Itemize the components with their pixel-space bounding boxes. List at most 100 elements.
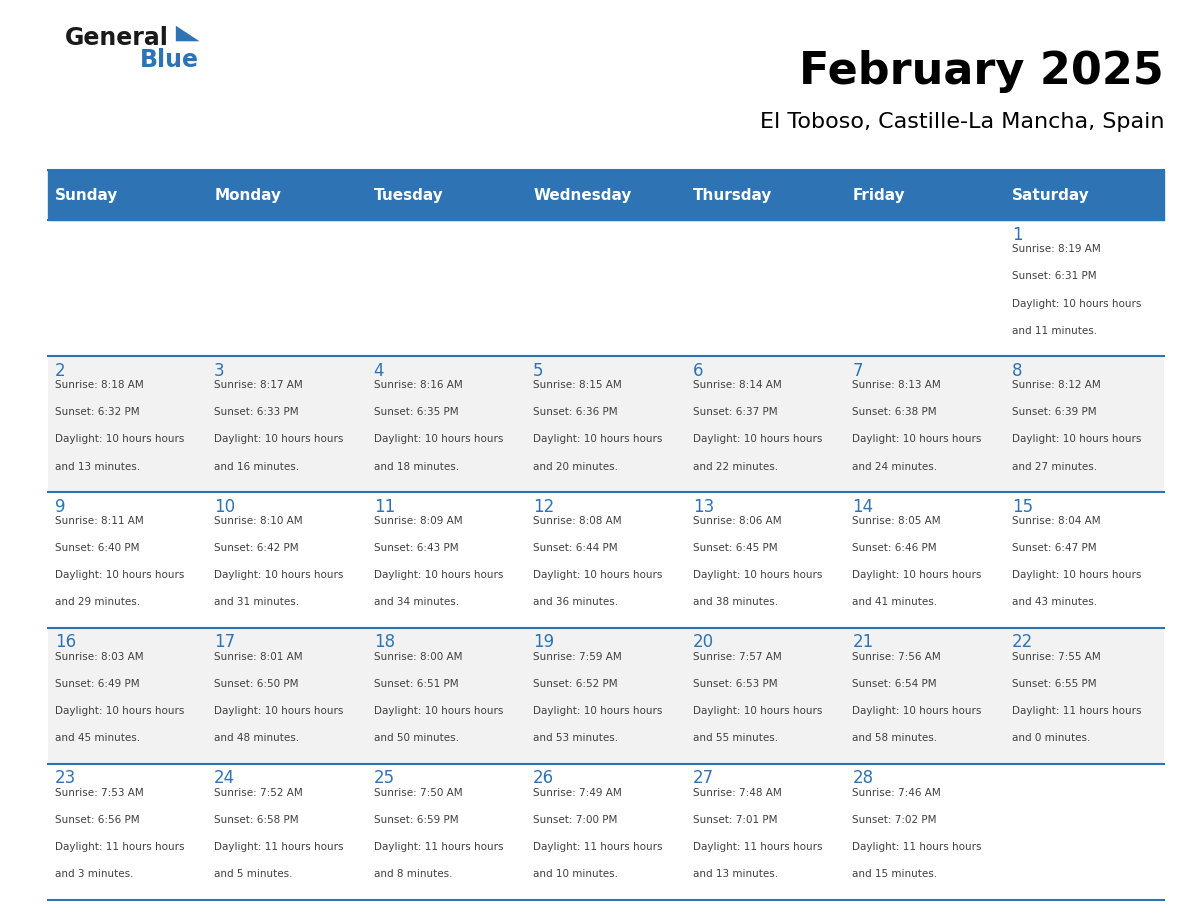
Text: and 43 minutes.: and 43 minutes. (1012, 598, 1097, 608)
Text: Sunrise: 8:16 AM: Sunrise: 8:16 AM (374, 380, 462, 390)
Text: 25: 25 (374, 769, 394, 788)
Text: Daylight: 11 hours hours: Daylight: 11 hours hours (852, 842, 981, 852)
Text: and 18 minutes.: and 18 minutes. (374, 462, 459, 472)
Text: Sunset: 6:55 PM: Sunset: 6:55 PM (1012, 679, 1097, 688)
Text: and 8 minutes.: and 8 minutes. (374, 869, 453, 879)
Text: and 3 minutes.: and 3 minutes. (55, 869, 133, 879)
Text: and 45 minutes.: and 45 minutes. (55, 733, 140, 744)
Text: and 15 minutes.: and 15 minutes. (852, 869, 937, 879)
Text: Daylight: 11 hours hours: Daylight: 11 hours hours (533, 842, 663, 852)
Text: Daylight: 10 hours hours: Daylight: 10 hours hours (374, 434, 503, 444)
Text: Thursday: Thursday (693, 187, 772, 203)
Text: Sunrise: 8:05 AM: Sunrise: 8:05 AM (852, 516, 941, 526)
Text: Sunrise: 8:12 AM: Sunrise: 8:12 AM (1012, 380, 1100, 390)
Text: Sunrise: 7:46 AM: Sunrise: 7:46 AM (852, 788, 941, 798)
Text: Daylight: 11 hours hours: Daylight: 11 hours hours (214, 842, 343, 852)
Text: 5: 5 (533, 362, 544, 380)
Text: Sunrise: 8:19 AM: Sunrise: 8:19 AM (1012, 244, 1100, 254)
Text: Daylight: 10 hours hours: Daylight: 10 hours hours (693, 434, 822, 444)
Text: Sunset: 6:53 PM: Sunset: 6:53 PM (693, 679, 777, 688)
Text: February 2025: February 2025 (800, 50, 1164, 94)
Text: 13: 13 (693, 498, 714, 516)
Text: Daylight: 11 hours hours: Daylight: 11 hours hours (55, 842, 184, 852)
Text: Sunset: 7:02 PM: Sunset: 7:02 PM (852, 815, 937, 824)
FancyBboxPatch shape (48, 220, 1164, 356)
Text: 14: 14 (852, 498, 873, 516)
Text: Daylight: 10 hours hours: Daylight: 10 hours hours (693, 706, 822, 716)
Text: Sunset: 6:44 PM: Sunset: 6:44 PM (533, 543, 618, 553)
Text: Sunrise: 7:49 AM: Sunrise: 7:49 AM (533, 788, 623, 798)
Text: Sunrise: 7:50 AM: Sunrise: 7:50 AM (374, 788, 462, 798)
Text: Wednesday: Wednesday (533, 187, 632, 203)
Text: Sunset: 6:52 PM: Sunset: 6:52 PM (533, 679, 618, 688)
Text: 21: 21 (852, 633, 873, 652)
Text: Daylight: 10 hours hours: Daylight: 10 hours hours (852, 434, 981, 444)
Text: Sunset: 6:37 PM: Sunset: 6:37 PM (693, 408, 777, 417)
Text: Sunrise: 7:57 AM: Sunrise: 7:57 AM (693, 652, 782, 662)
Text: and 27 minutes.: and 27 minutes. (1012, 462, 1097, 472)
Text: 23: 23 (55, 769, 76, 788)
Text: Sunset: 6:46 PM: Sunset: 6:46 PM (852, 543, 937, 553)
Text: Sunset: 6:43 PM: Sunset: 6:43 PM (374, 543, 459, 553)
Text: Daylight: 11 hours hours: Daylight: 11 hours hours (693, 842, 822, 852)
Text: and 22 minutes.: and 22 minutes. (693, 462, 778, 472)
Text: and 20 minutes.: and 20 minutes. (533, 462, 618, 472)
Text: 28: 28 (852, 769, 873, 788)
Text: Sunset: 6:36 PM: Sunset: 6:36 PM (533, 408, 618, 417)
Text: Sunrise: 8:13 AM: Sunrise: 8:13 AM (852, 380, 941, 390)
Text: and 29 minutes.: and 29 minutes. (55, 598, 140, 608)
Text: General: General (65, 26, 169, 50)
Text: Daylight: 11 hours hours: Daylight: 11 hours hours (1012, 706, 1142, 716)
Text: Sunrise: 8:01 AM: Sunrise: 8:01 AM (214, 652, 303, 662)
Text: Sunrise: 8:08 AM: Sunrise: 8:08 AM (533, 516, 621, 526)
Text: Sunrise: 8:09 AM: Sunrise: 8:09 AM (374, 516, 462, 526)
Polygon shape (176, 26, 200, 41)
Text: 2: 2 (55, 362, 65, 380)
Text: 1: 1 (1012, 226, 1023, 244)
Text: 8: 8 (1012, 362, 1023, 380)
Text: Daylight: 10 hours hours: Daylight: 10 hours hours (533, 570, 663, 580)
Text: Daylight: 10 hours hours: Daylight: 10 hours hours (55, 570, 184, 580)
Text: Daylight: 10 hours hours: Daylight: 10 hours hours (1012, 434, 1142, 444)
Text: Blue: Blue (140, 48, 200, 72)
Text: Daylight: 10 hours hours: Daylight: 10 hours hours (852, 570, 981, 580)
Text: and 13 minutes.: and 13 minutes. (55, 462, 140, 472)
Text: 12: 12 (533, 498, 555, 516)
Text: and 5 minutes.: and 5 minutes. (214, 869, 292, 879)
Text: 16: 16 (55, 633, 76, 652)
Text: and 53 minutes.: and 53 minutes. (533, 733, 619, 744)
FancyBboxPatch shape (48, 356, 1164, 492)
Text: Sunrise: 8:17 AM: Sunrise: 8:17 AM (214, 380, 303, 390)
Text: Sunrise: 7:53 AM: Sunrise: 7:53 AM (55, 788, 144, 798)
Text: and 34 minutes.: and 34 minutes. (374, 598, 459, 608)
Text: Sunrise: 8:11 AM: Sunrise: 8:11 AM (55, 516, 144, 526)
Text: Sunset: 6:31 PM: Sunset: 6:31 PM (1012, 272, 1097, 281)
Text: and 13 minutes.: and 13 minutes. (693, 869, 778, 879)
Text: 19: 19 (533, 633, 555, 652)
Text: Sunrise: 8:06 AM: Sunrise: 8:06 AM (693, 516, 782, 526)
Text: 20: 20 (693, 633, 714, 652)
Text: Daylight: 10 hours hours: Daylight: 10 hours hours (55, 434, 184, 444)
Text: Daylight: 10 hours hours: Daylight: 10 hours hours (374, 570, 503, 580)
Text: and 10 minutes.: and 10 minutes. (533, 869, 618, 879)
Text: Daylight: 11 hours hours: Daylight: 11 hours hours (374, 842, 504, 852)
Text: El Toboso, Castille-La Mancha, Spain: El Toboso, Castille-La Mancha, Spain (760, 112, 1164, 132)
Text: Sunrise: 8:00 AM: Sunrise: 8:00 AM (374, 652, 462, 662)
Text: Sunset: 6:59 PM: Sunset: 6:59 PM (374, 815, 459, 824)
Text: Sunset: 6:58 PM: Sunset: 6:58 PM (214, 815, 299, 824)
Text: Saturday: Saturday (1012, 187, 1089, 203)
Text: Sunrise: 8:04 AM: Sunrise: 8:04 AM (1012, 516, 1100, 526)
Text: Sunset: 6:49 PM: Sunset: 6:49 PM (55, 679, 139, 688)
Text: Sunrise: 8:10 AM: Sunrise: 8:10 AM (214, 516, 303, 526)
Text: Sunset: 6:35 PM: Sunset: 6:35 PM (374, 408, 459, 417)
Text: and 48 minutes.: and 48 minutes. (214, 733, 299, 744)
Text: Sunset: 7:00 PM: Sunset: 7:00 PM (533, 815, 618, 824)
Text: and 58 minutes.: and 58 minutes. (852, 733, 937, 744)
Text: and 41 minutes.: and 41 minutes. (852, 598, 937, 608)
Text: 9: 9 (55, 498, 65, 516)
Text: Sunset: 6:38 PM: Sunset: 6:38 PM (852, 408, 937, 417)
Text: and 31 minutes.: and 31 minutes. (214, 598, 299, 608)
Text: Sunrise: 8:14 AM: Sunrise: 8:14 AM (693, 380, 782, 390)
Text: Sunset: 6:32 PM: Sunset: 6:32 PM (55, 408, 139, 417)
FancyBboxPatch shape (48, 628, 1164, 764)
